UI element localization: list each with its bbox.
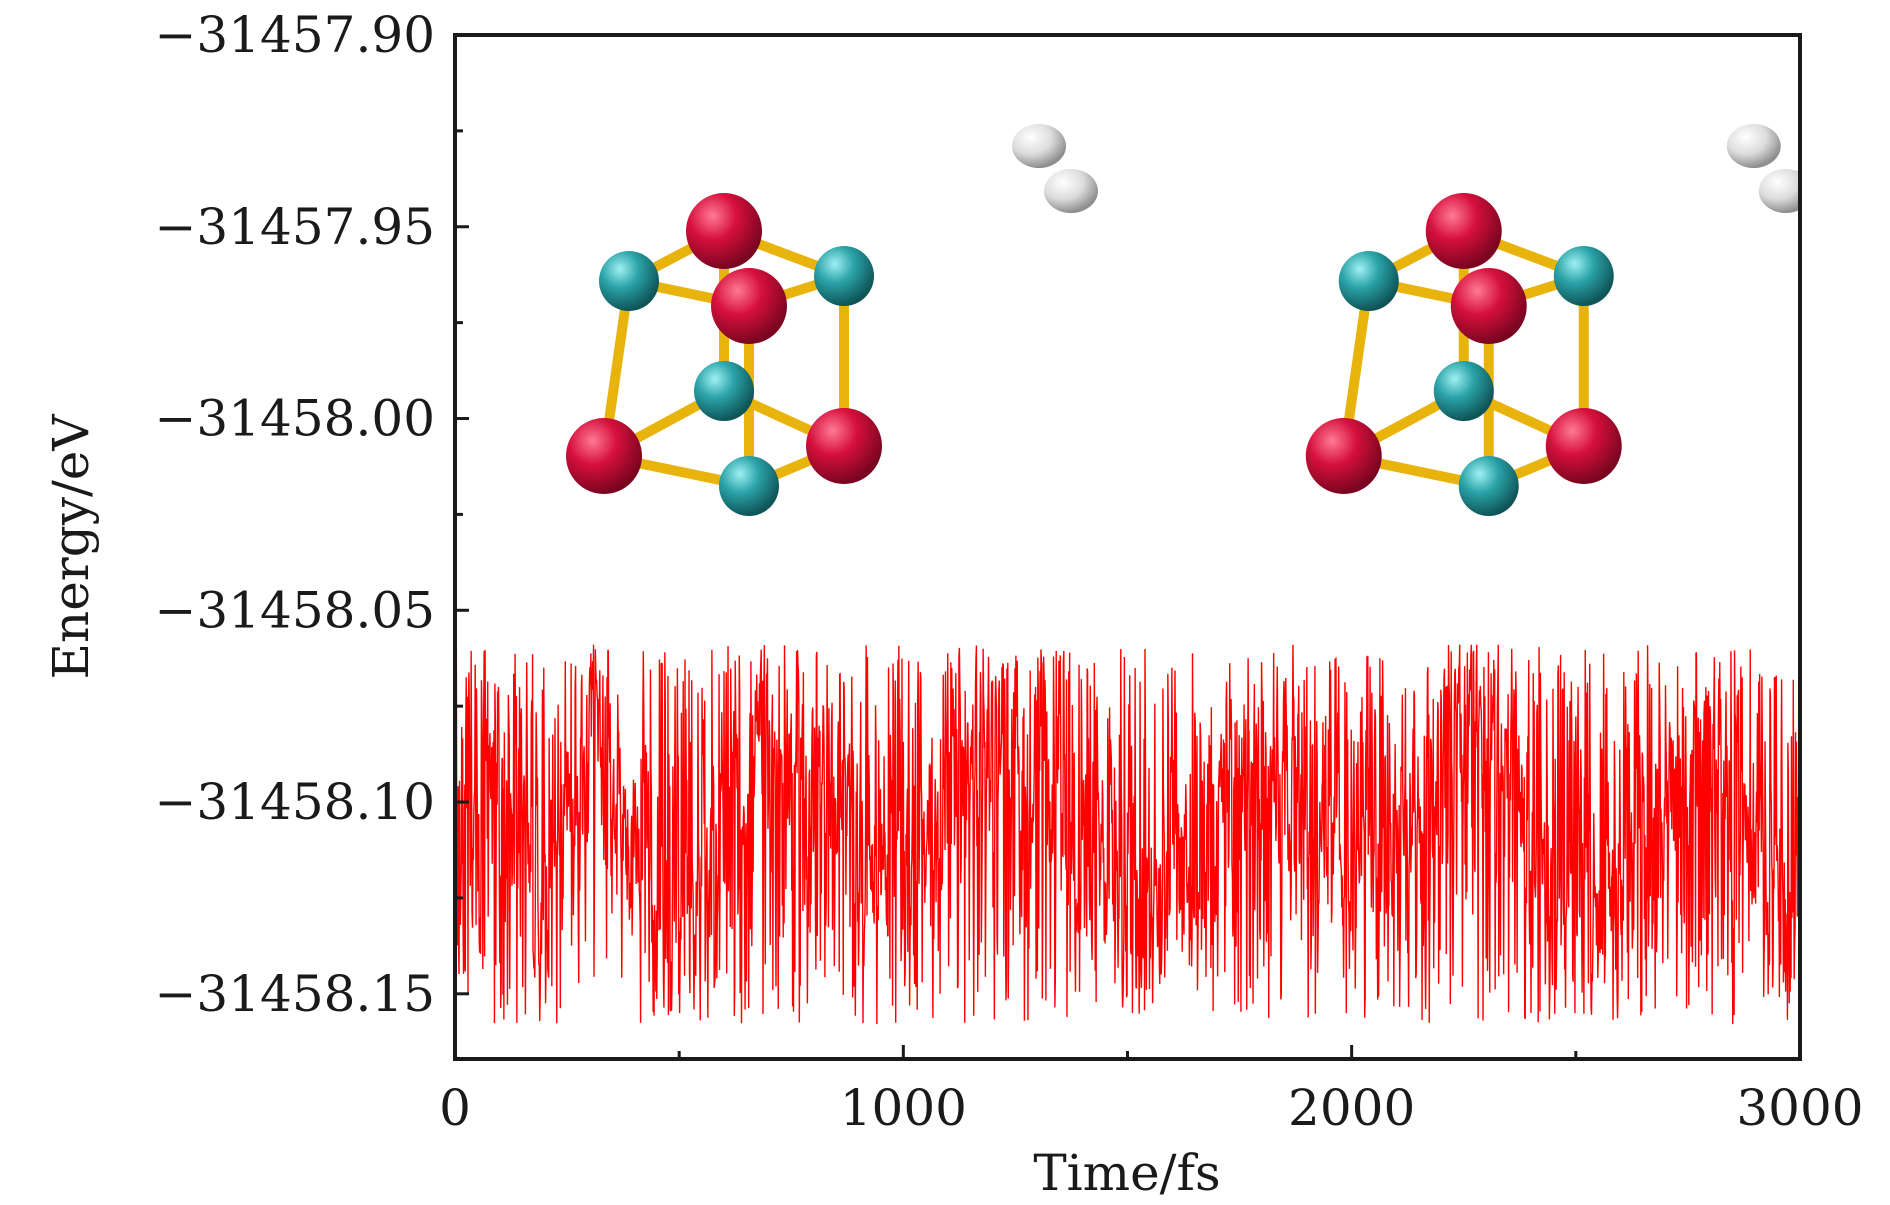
oxygen-atom bbox=[686, 192, 762, 269]
metal-atom bbox=[814, 245, 874, 306]
y-tick-label: −31457.95 bbox=[155, 198, 435, 256]
metal-atom bbox=[1433, 360, 1494, 421]
axis-ticks bbox=[453, 33, 1802, 1059]
y-tick-label: −31458.05 bbox=[155, 581, 435, 639]
molecule-inset bbox=[1305, 123, 1800, 516]
oxygen-atom bbox=[1450, 267, 1527, 344]
metal-atom bbox=[1338, 250, 1399, 311]
plot-area bbox=[455, 123, 1800, 1025]
oxygen-atom bbox=[806, 407, 882, 484]
molecule-inset bbox=[566, 123, 1098, 516]
y-tick-labels: −31457.90 −31457.95 −31458.00 −31458.05 −314… bbox=[155, 6, 435, 1023]
oxygen-atom bbox=[1425, 192, 1502, 269]
metal-atom bbox=[1458, 455, 1519, 516]
oxygen-atom bbox=[711, 267, 787, 344]
metal-atom bbox=[719, 455, 779, 516]
metal-atom bbox=[1553, 245, 1614, 306]
metal-atom bbox=[694, 360, 754, 421]
metal-atom bbox=[599, 250, 659, 311]
series-energy-line bbox=[455, 644, 1800, 1025]
oxygen-atom bbox=[1305, 417, 1382, 494]
oxygen-atom bbox=[1545, 407, 1622, 484]
x-tick-label: 3000 bbox=[1736, 1079, 1863, 1137]
y-tick-label: −31458.10 bbox=[155, 773, 435, 831]
x-tick-label: 0 bbox=[439, 1079, 471, 1137]
oxygen-atom bbox=[566, 417, 642, 494]
y-tick-label: −31457.90 bbox=[155, 6, 435, 64]
hydrogen-atom bbox=[1044, 168, 1098, 213]
hydrogen-atom bbox=[1726, 123, 1781, 168]
y-tick-label: −31458.00 bbox=[155, 390, 435, 448]
x-tick-label: 1000 bbox=[840, 1079, 967, 1137]
y-tick-label: −31458.15 bbox=[155, 965, 435, 1023]
x-axis-label: Time/fs bbox=[1033, 1144, 1220, 1202]
hydrogen-atom bbox=[1012, 123, 1066, 168]
x-tick-label: 2000 bbox=[1288, 1079, 1415, 1137]
x-tick-labels: 0 1000 2000 3000 bbox=[439, 1079, 1864, 1137]
hydrogen-atom bbox=[1758, 168, 1800, 213]
molecular-insets bbox=[566, 123, 1800, 516]
y-axis-label: Energy/eV bbox=[42, 414, 100, 680]
